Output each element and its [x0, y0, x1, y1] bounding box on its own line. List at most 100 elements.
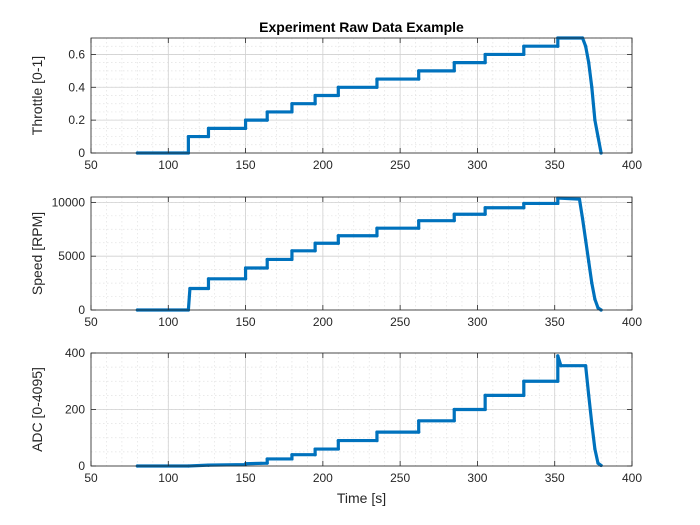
- adc-data-point: [483, 407, 487, 412]
- speed-x-tick-label: 50: [84, 315, 98, 329]
- adc-data-point: [375, 438, 379, 443]
- speed-data-point: [313, 241, 317, 245]
- throttle-data-point: [452, 61, 456, 65]
- speed-data-point: [336, 241, 340, 245]
- adc-data-point: [584, 364, 588, 368]
- adc-data-point: [559, 364, 563, 368]
- speed-data-point: [577, 197, 582, 201]
- speed-data-point: [375, 226, 379, 230]
- adc-y-tick-label: 200: [65, 403, 85, 417]
- speed-data-point: [417, 226, 421, 230]
- throttle-data-point: [417, 77, 421, 81]
- adc-data-point: [313, 453, 317, 457]
- speed-data-point: [580, 216, 585, 221]
- throttle-data-point: [336, 85, 340, 89]
- adc-data-point: [290, 453, 294, 457]
- speed-x-tick-label: 350: [545, 315, 565, 329]
- throttle-data-point: [243, 118, 248, 122]
- speed-x-tick-label: 150: [236, 315, 256, 329]
- speed-data-point: [596, 306, 600, 310]
- speed-y-tick-label: 10000: [52, 195, 86, 209]
- speed-data-point: [483, 206, 487, 210]
- throttle-series-line: [135, 36, 603, 155]
- speed-data-point: [336, 234, 340, 238]
- adc-data-point: [290, 457, 294, 461]
- throttle-data-point: [587, 61, 591, 65]
- throttle-subplot: 50 100 150 200 250 300 350 400 0 0.2 0.4 0.6 Throttl…: [29, 19, 642, 172]
- speed-y-axis-label: Speed [RPM]: [29, 212, 45, 295]
- adc-data-point: [313, 447, 317, 451]
- adc-data-point: [375, 430, 379, 434]
- speed-y-tick-label: 0: [78, 303, 85, 317]
- throttle-y-axis-label: Throttle [0-1]: [29, 56, 45, 135]
- adc-data-point: [417, 419, 421, 423]
- throttle-data-point: [186, 134, 190, 139]
- adc-subplot: 50 100 150 200 250 300 350 400 0 200 400 ADC [0-409…: [29, 346, 642, 506]
- speed-data-point: [243, 266, 248, 270]
- adc-data-point: [587, 393, 591, 397]
- adc-data-point: [556, 379, 560, 383]
- throttle-data-point: [265, 118, 269, 122]
- adc-x-tick-label: 150: [236, 471, 256, 485]
- speed-data-point: [265, 266, 269, 270]
- throttle-data-point: [590, 85, 594, 89]
- speed-data-point: [556, 201, 560, 206]
- throttle-x-tick-label: 100: [158, 158, 178, 172]
- throttle-data-point: [417, 69, 421, 73]
- adc-data-point: [590, 422, 594, 426]
- throttle-x-tick-label: 50: [84, 158, 98, 172]
- adc-data-point: [556, 354, 560, 358]
- throttle-y-tick-label: 0.4: [68, 80, 85, 94]
- speed-data-point: [483, 212, 487, 216]
- speed-data-point: [206, 277, 211, 281]
- adc-data-point: [483, 393, 487, 397]
- throttle-data-point: [596, 134, 600, 139]
- speed-data-point: [587, 259, 591, 264]
- adc-y-tick-label: 400: [65, 346, 85, 360]
- speed-data-point: [452, 212, 456, 216]
- throttle-x-tick-label: 300: [467, 158, 487, 172]
- throttle-data-point: [483, 61, 487, 65]
- adc-data-point: [265, 457, 269, 461]
- adc-data-point: [593, 447, 597, 451]
- throttle-x-tick-label: 200: [313, 158, 333, 172]
- adc-data-point: [599, 463, 603, 468]
- throttle-data-point: [206, 126, 211, 130]
- speed-data-point: [593, 297, 597, 301]
- adc-data-point: [452, 407, 456, 412]
- speed-data-point: [290, 257, 294, 262]
- throttle-data-point: [452, 69, 456, 73]
- adc-data-point: [336, 447, 340, 451]
- throttle-data-point: [206, 134, 211, 139]
- adc-data-point: [417, 430, 421, 434]
- throttle-data-point: [313, 93, 317, 98]
- speed-data-point: [265, 257, 269, 262]
- throttle-data-point: [313, 102, 317, 106]
- throttle-axes-box: [90, 37, 633, 154]
- speed-data-point: [522, 201, 526, 206]
- throttle-data-point: [522, 44, 526, 48]
- throttle-data-point: [584, 44, 588, 48]
- adc-x-axis-label: Time [s]: [337, 490, 386, 506]
- speed-x-tick-label: 400: [622, 315, 642, 329]
- speed-data-point: [243, 277, 248, 281]
- speed-data-point: [290, 249, 294, 253]
- adc-data-point: [522, 379, 526, 383]
- throttle-data-point: [375, 77, 379, 81]
- throttle-x-tick-label: 400: [622, 158, 642, 172]
- speed-x-tick-label: 250: [390, 315, 410, 329]
- throttle-data-point: [556, 44, 560, 48]
- speed-x-tick-label: 100: [158, 315, 178, 329]
- throttle-data-point: [243, 126, 248, 130]
- speed-data-point: [206, 286, 211, 291]
- adc-x-tick-label: 400: [622, 471, 642, 485]
- adc-x-tick-label: 300: [467, 471, 487, 485]
- throttle-data-point: [336, 93, 340, 98]
- adc-x-tick-label: 200: [313, 471, 333, 485]
- throttle-data-point: [522, 52, 526, 57]
- throttle-data-point: [290, 102, 294, 106]
- throttle-plot-area: [91, 38, 632, 153]
- throttle-y-tick-label: 0.6: [68, 47, 85, 61]
- adc-x-tick-label: 350: [545, 471, 565, 485]
